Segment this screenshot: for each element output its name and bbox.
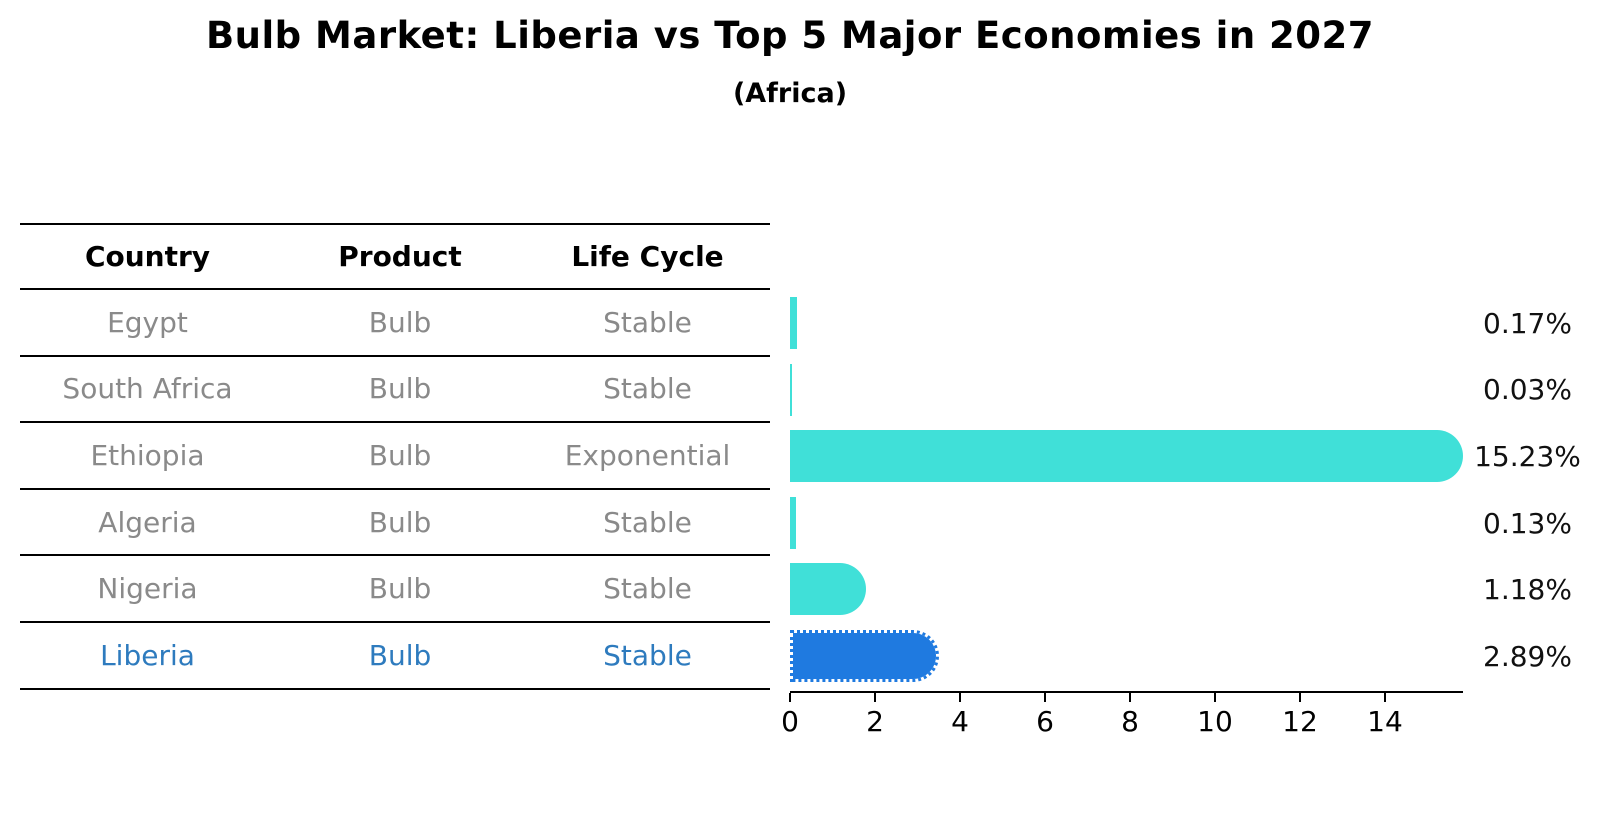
bar-row: 0.13% — [790, 490, 1604, 557]
cell-country: Liberia — [100, 638, 195, 672]
x-axis-tick-label: 0 — [781, 705, 799, 738]
cell-country: Nigeria — [97, 572, 198, 606]
cell-product: Bulb — [368, 372, 432, 406]
table-row-egypt: Egypt Bulb Stable — [20, 290, 770, 357]
cell-country: Algeria — [98, 505, 197, 539]
x-axis-tick — [959, 693, 961, 702]
bar-south-africa — [790, 363, 792, 416]
x-axis-tick-label: 4 — [951, 705, 969, 738]
cell-country: South Africa — [62, 372, 233, 406]
bar-row: 2.89% — [790, 623, 1604, 690]
value-label: 0.03% — [1483, 373, 1572, 407]
x-axis-line — [790, 691, 1463, 693]
x-axis-tick — [1129, 693, 1131, 702]
value-label: 0.17% — [1483, 306, 1572, 340]
x-axis-tick — [1044, 693, 1046, 702]
x-axis-tick-label: 10 — [1197, 705, 1233, 738]
cell-product: Bulb — [368, 638, 432, 672]
table-row-liberia: Liberia Bulb Stable — [20, 623, 770, 690]
x-axis-ticks: 0 2 4 6 8 10 12 14 — [781, 693, 1490, 753]
column-header-country: Country — [84, 240, 211, 273]
cell-country: Egypt — [107, 305, 188, 339]
cell-life-cycle: Stable — [603, 372, 692, 406]
table-row-nigeria: Nigeria Bulb Stable — [20, 556, 770, 623]
cell-life-cycle: Exponential — [564, 438, 731, 472]
value-label: 15.23% — [1474, 439, 1581, 473]
x-axis-tick — [1214, 693, 1216, 702]
x-axis-tick-label: 8 — [1121, 705, 1139, 738]
column-header-product: Product — [338, 240, 462, 273]
cell-life-cycle: Stable — [603, 638, 692, 672]
x-axis-tick-label: 14 — [1367, 705, 1403, 738]
table-row-algeria: Algeria Bulb Stable — [20, 490, 770, 557]
bar-row: 15.23% — [790, 423, 1604, 490]
x-axis-tick — [874, 693, 876, 702]
x-axis-tick — [1299, 693, 1301, 702]
value-label: 1.18% — [1483, 573, 1572, 607]
bar-ethiopia — [790, 430, 1464, 483]
cell-product: Bulb — [368, 305, 432, 339]
x-axis-tick — [1384, 693, 1386, 702]
x-axis-tick — [789, 693, 791, 702]
table-header-row: Country Product Life Cycle — [20, 223, 770, 290]
x-axis-tick-label: 6 — [1036, 705, 1054, 738]
cell-life-cycle: Stable — [603, 505, 692, 539]
cell-life-cycle: Stable — [603, 305, 692, 339]
table-row-south-africa: South Africa Bulb Stable — [20, 357, 770, 424]
bar-algeria — [790, 496, 796, 549]
bar-liberia — [790, 629, 939, 682]
bar-row: 0.17% — [790, 290, 1604, 357]
cell-life-cycle: Stable — [603, 572, 692, 606]
bar-row: 0.03% — [790, 357, 1604, 424]
value-label: 0.13% — [1483, 506, 1572, 540]
cell-product: Bulb — [368, 572, 432, 606]
cell-product: Bulb — [368, 438, 432, 472]
bar-egypt — [790, 297, 798, 349]
table-row-ethiopia: Ethiopia Bulb Exponential — [20, 423, 770, 490]
chart-title: Bulb Market: Liberia vs Top 5 Major Econ… — [205, 14, 1375, 57]
column-header-life-cycle: Life Cycle — [571, 240, 724, 273]
x-axis-tick-label: 12 — [1282, 705, 1318, 738]
x-axis-tick-label: 2 — [866, 705, 884, 738]
bar-nigeria — [790, 563, 867, 616]
bar-row: 1.18% — [790, 556, 1604, 623]
cell-country: Ethiopia — [90, 438, 205, 472]
bar-plot-area: 0.17% 0.03% 15.23% 0.13% 1.18% 2.89% — [790, 290, 1604, 690]
chart-subtitle: (Africa) — [732, 78, 848, 109]
cell-product: Bulb — [368, 505, 432, 539]
data-table: Country Product Life Cycle Egypt Bulb St… — [20, 223, 770, 690]
value-label: 2.89% — [1483, 639, 1572, 673]
